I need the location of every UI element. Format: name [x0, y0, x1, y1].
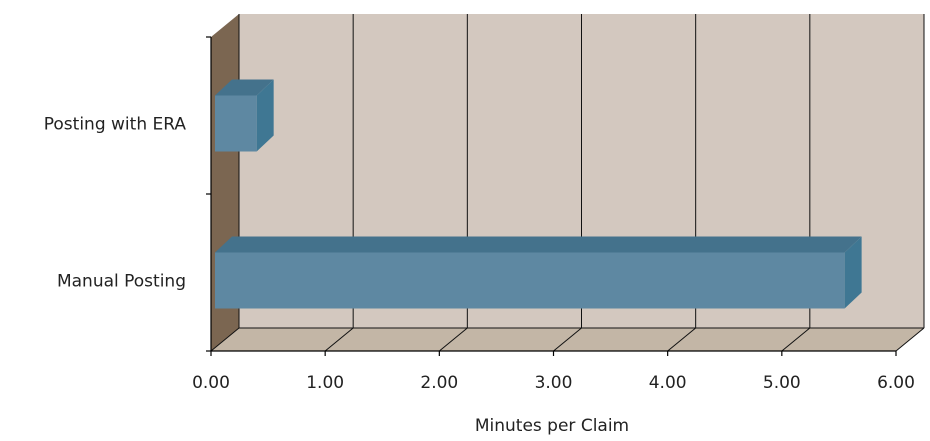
x-tick-label: 0.00 [192, 373, 230, 393]
floor-grid-line [895, 327, 925, 352]
bar-top-face [215, 79, 274, 96]
x-tick-label: 4.00 [649, 373, 687, 393]
x-tick-labels: 0.00 1.00 2.00 3.00 4.00 5.00 6.00 [192, 373, 915, 393]
x-tick-label: 2.00 [420, 373, 458, 393]
x-tick-label: 5.00 [763, 373, 801, 393]
category-label: Posting with ERA [44, 115, 187, 135]
floor-grid-line [667, 327, 696, 352]
bar-front-face [215, 95, 257, 152]
axes [206, 36, 897, 356]
x-tick-label: 3.00 [535, 373, 573, 393]
floor-grid-line [324, 327, 354, 352]
bar-side-face [844, 236, 862, 309]
category-label: Manual Posting [57, 272, 186, 292]
bar [215, 236, 862, 309]
bar [215, 79, 274, 152]
x-tick-label: 6.00 [877, 373, 915, 393]
floor-grid-line [210, 327, 240, 352]
bar-top-face [215, 236, 862, 253]
bar-side-face [256, 79, 274, 152]
category-labels: Posting with ERA Manual Posting [44, 115, 187, 292]
floor-grid-line [781, 327, 811, 352]
floor-grid-line [553, 327, 582, 352]
floor-grid-line [439, 327, 468, 352]
bars [215, 79, 862, 309]
x-axis-title: Minutes per Claim [475, 416, 629, 436]
x-tick-label: 1.00 [306, 373, 344, 393]
bar-front-face [215, 252, 845, 309]
